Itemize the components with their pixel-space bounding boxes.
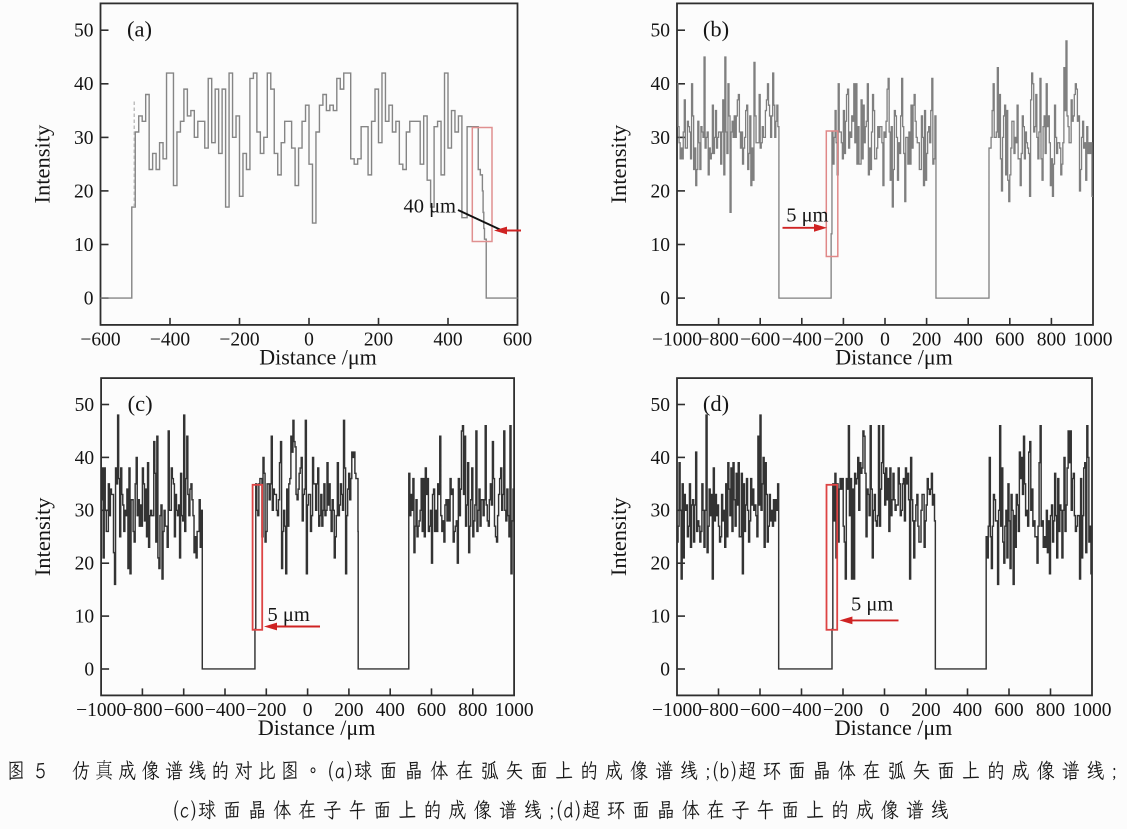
- svg-text:200: 200: [912, 330, 941, 351]
- svg-text:−1000: −1000: [652, 330, 702, 351]
- svg-text:600: 600: [994, 700, 1023, 721]
- svg-text:5 μm: 5 μm: [268, 604, 310, 626]
- svg-text:200: 200: [334, 700, 363, 721]
- svg-text:1000: 1000: [1074, 330, 1113, 351]
- svg-text:5 μm: 5 μm: [786, 204, 828, 226]
- svg-text:10: 10: [651, 235, 671, 256]
- svg-text:−800: −800: [122, 700, 162, 721]
- svg-text:20: 20: [651, 554, 671, 575]
- svg-text:−400: −400: [205, 700, 245, 721]
- svg-text:200: 200: [364, 330, 393, 351]
- svg-text:0: 0: [303, 700, 313, 721]
- svg-text:30: 30: [74, 128, 94, 149]
- svg-text:1000: 1000: [1073, 700, 1112, 721]
- svg-text:30: 30: [651, 128, 671, 149]
- svg-text:400: 400: [954, 330, 983, 351]
- svg-text:30: 30: [75, 501, 95, 522]
- svg-text:−600: −600: [740, 330, 780, 351]
- svg-text:(a): (a): [127, 16, 152, 41]
- svg-text:5 μm: 5 μm: [851, 594, 893, 616]
- svg-text:0: 0: [660, 289, 670, 310]
- svg-text:20: 20: [651, 181, 671, 202]
- svg-text:0: 0: [880, 330, 890, 351]
- svg-text:Intensity: Intensity: [606, 497, 631, 576]
- svg-text:20: 20: [75, 554, 95, 575]
- svg-text:(d): (d): [703, 391, 729, 416]
- svg-text:(b): (b): [703, 16, 729, 41]
- svg-text:−600: −600: [740, 700, 780, 721]
- svg-text:Intensity: Intensity: [30, 497, 55, 576]
- svg-text:40: 40: [75, 448, 95, 469]
- svg-text:−400: −400: [782, 330, 822, 351]
- svg-text:0: 0: [84, 289, 94, 310]
- svg-text:10: 10: [74, 235, 94, 256]
- svg-text:600: 600: [995, 330, 1024, 351]
- svg-text:−1000: −1000: [652, 700, 702, 721]
- svg-text:−800: −800: [698, 330, 738, 351]
- svg-text:800: 800: [1037, 330, 1066, 351]
- svg-text:Distance /μm: Distance /μm: [259, 344, 377, 369]
- svg-text:50: 50: [74, 21, 94, 42]
- svg-text:−200: −200: [823, 700, 863, 721]
- svg-text:−400: −400: [150, 330, 190, 351]
- svg-text:Distance /μm: Distance /μm: [835, 715, 953, 740]
- svg-text:0: 0: [880, 700, 890, 721]
- svg-text:20: 20: [74, 181, 94, 202]
- svg-text:−200: −200: [823, 330, 863, 351]
- svg-text:10: 10: [651, 607, 671, 628]
- svg-text:600: 600: [417, 700, 446, 721]
- svg-text:−600: −600: [80, 330, 120, 351]
- svg-text:50: 50: [651, 395, 671, 416]
- svg-text:40: 40: [651, 74, 671, 95]
- svg-text:30: 30: [651, 501, 671, 522]
- svg-text:1000: 1000: [495, 700, 534, 721]
- svg-text:400: 400: [433, 330, 462, 351]
- svg-text:0: 0: [660, 659, 670, 680]
- svg-text:600: 600: [503, 330, 532, 351]
- svg-text:(c): (c): [128, 391, 153, 416]
- svg-text:−1000: −1000: [76, 700, 126, 721]
- svg-text:0: 0: [304, 330, 314, 351]
- svg-text:50: 50: [75, 395, 95, 416]
- svg-text:Intensity: Intensity: [30, 124, 55, 203]
- svg-text:400: 400: [953, 700, 982, 721]
- svg-text:40: 40: [74, 74, 94, 95]
- svg-text:400: 400: [376, 700, 405, 721]
- svg-text:800: 800: [458, 700, 487, 721]
- svg-text:40: 40: [651, 448, 671, 469]
- svg-text:0: 0: [84, 659, 94, 680]
- svg-text:−800: −800: [698, 700, 738, 721]
- svg-text:−600: −600: [164, 700, 204, 721]
- svg-text:Intensity: Intensity: [606, 124, 631, 203]
- svg-text:40 μm: 40 μm: [403, 196, 456, 218]
- svg-text:10: 10: [75, 607, 95, 628]
- svg-text:Distance /μm: Distance /μm: [258, 715, 376, 740]
- svg-text:200: 200: [911, 700, 940, 721]
- svg-text:−400: −400: [781, 700, 821, 721]
- svg-text:800: 800: [1036, 700, 1065, 721]
- svg-text:−200: −200: [246, 700, 286, 721]
- svg-text:50: 50: [651, 21, 671, 42]
- svg-text:Distance /μm: Distance /μm: [835, 344, 953, 369]
- svg-text:−200: −200: [219, 330, 259, 351]
